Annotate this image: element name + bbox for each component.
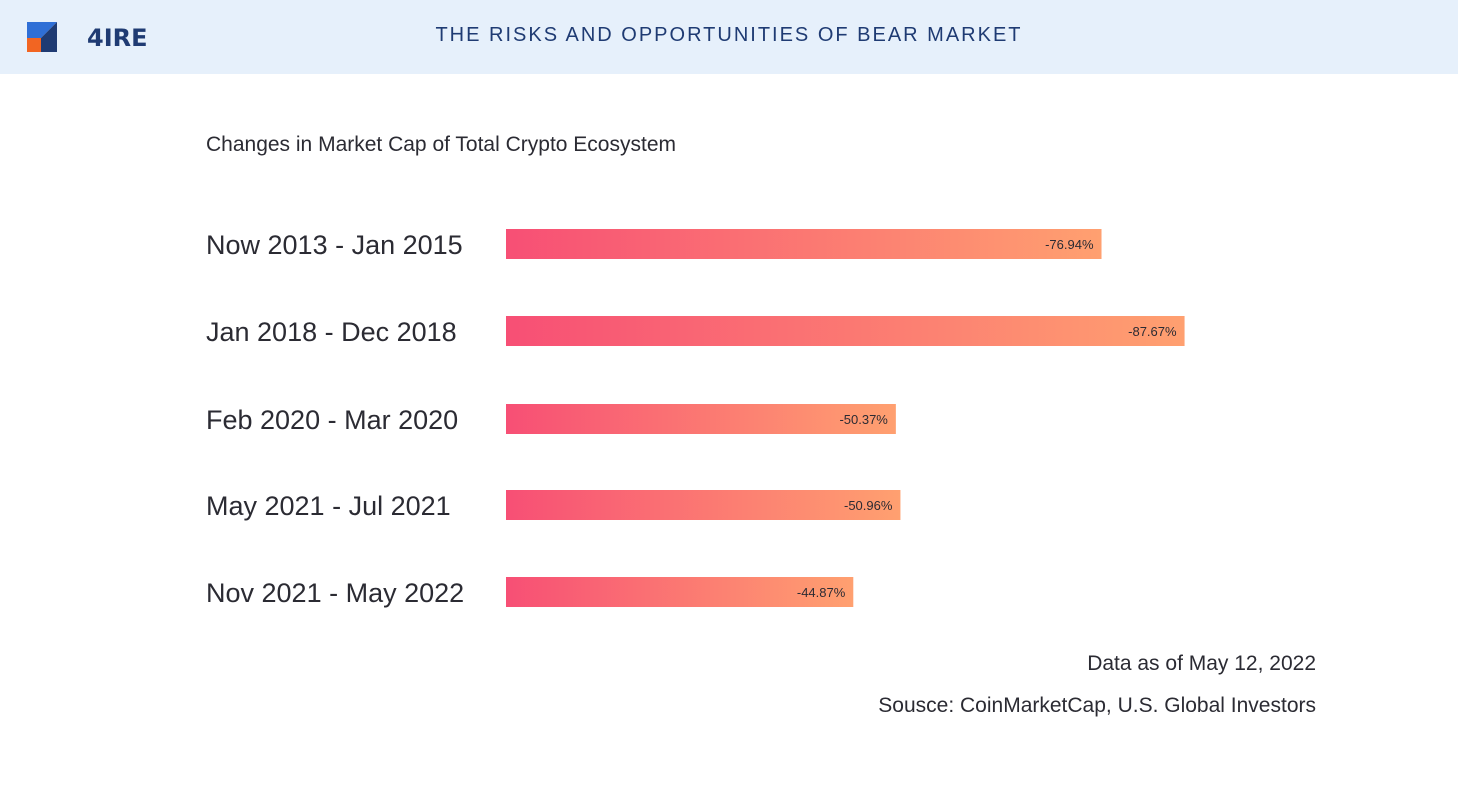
bar bbox=[506, 229, 1102, 259]
bar bbox=[506, 490, 901, 520]
category-label: Now 2013 - Jan 2015 bbox=[206, 230, 463, 260]
bar-value-label: -50.96% bbox=[844, 498, 893, 513]
bar bbox=[506, 577, 854, 607]
brand-logo: 4IRE bbox=[27, 22, 148, 54]
source-note: Sousce: CoinMarketCap, U.S. Global Inves… bbox=[878, 694, 1316, 717]
bar-chart: Now 2013 - Jan 2015 -76.94% Jan 2018 - Dec… bbox=[206, 229, 1185, 608]
bar-value-label: -44.87% bbox=[797, 585, 846, 600]
bar-value-label: -87.67% bbox=[1128, 324, 1177, 339]
logo-text: 4IRE bbox=[87, 24, 148, 52]
bar bbox=[506, 404, 896, 434]
page-title: THE RISKS AND OPPORTUNITIES OF BEAR MARK… bbox=[435, 24, 1023, 46]
data-date-note: Data as of May 12, 2022 bbox=[1087, 652, 1316, 675]
category-label: Nov 2021 - May 2022 bbox=[206, 578, 464, 608]
header-bar: 4IRE THE RISKS AND OPPORTUNITIES OF BEAR… bbox=[0, 0, 1458, 74]
bar-value-label: -50.37% bbox=[839, 412, 888, 427]
chart-title: Changes in Market Cap of Total Crypto Ec… bbox=[206, 133, 676, 156]
category-label: Jan 2018 - Dec 2018 bbox=[206, 317, 457, 347]
category-label: May 2021 - Jul 2021 bbox=[206, 491, 451, 521]
bar-value-label: -76.94% bbox=[1045, 237, 1094, 252]
logo-mark-icon bbox=[27, 22, 57, 52]
bar bbox=[506, 316, 1185, 346]
category-label: Feb 2020 - Mar 2020 bbox=[206, 405, 458, 435]
